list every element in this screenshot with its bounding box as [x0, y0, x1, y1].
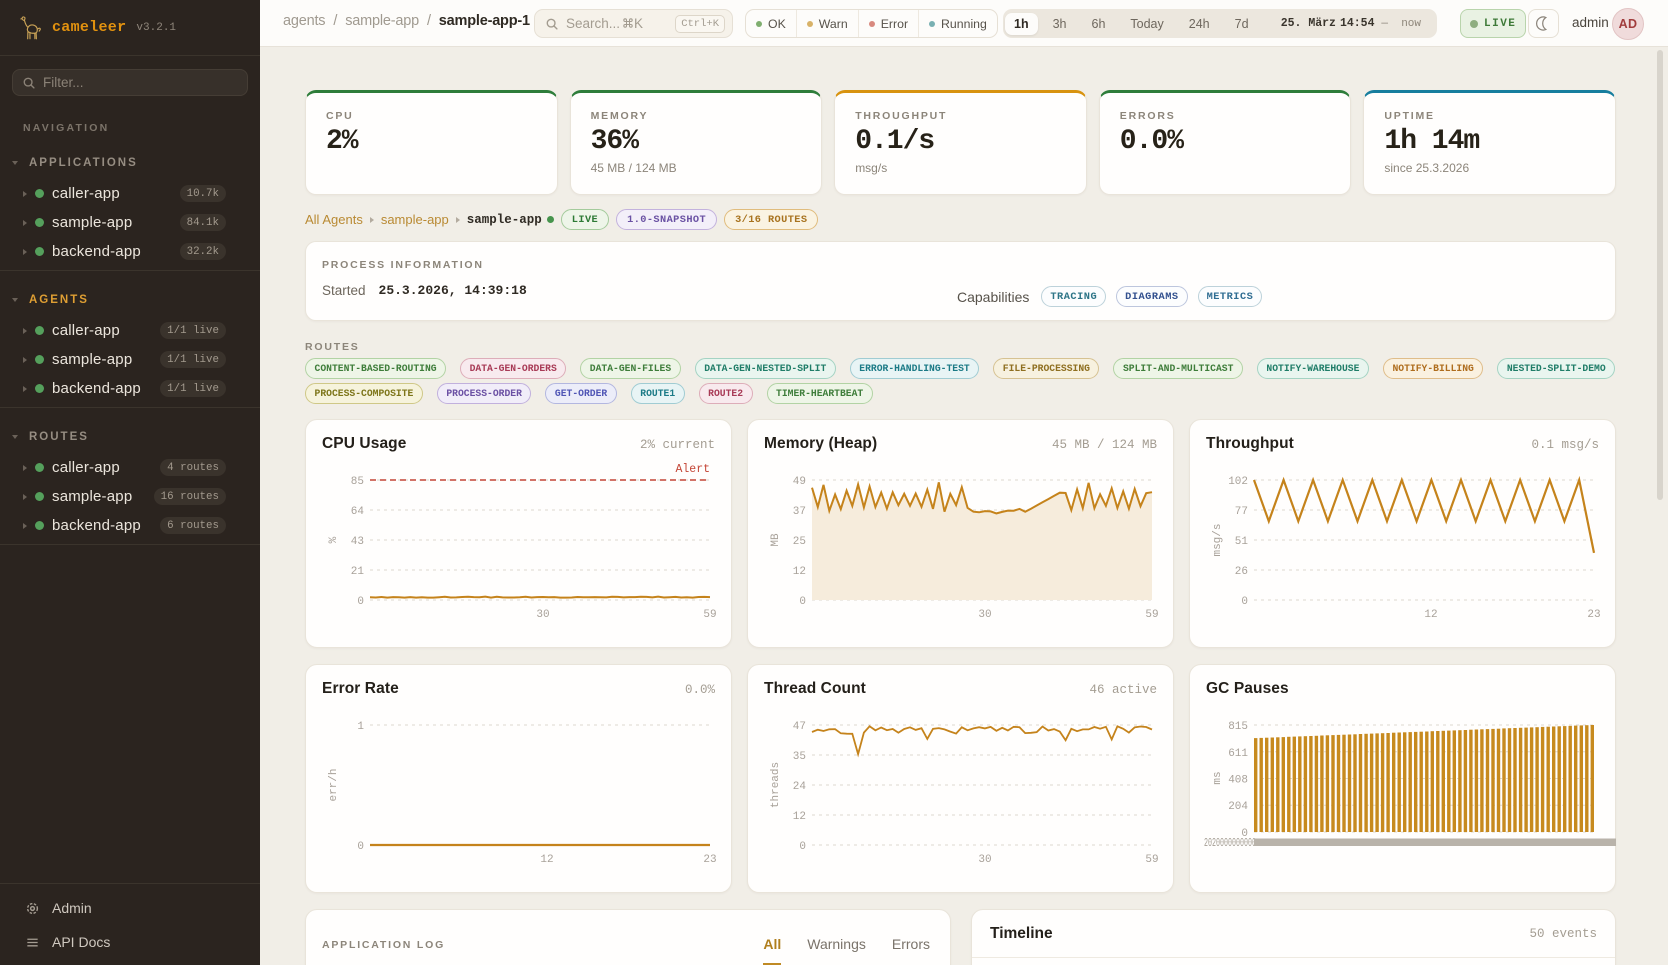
svg-text:0: 0: [799, 596, 806, 608]
svg-text:611: 611: [1228, 748, 1248, 760]
svg-text:0: 0: [357, 596, 364, 608]
svg-text:12: 12: [793, 811, 806, 823]
svg-text:ms: ms: [1212, 771, 1224, 784]
svg-text:77: 77: [1235, 506, 1248, 518]
svg-text:MB: MB: [770, 533, 782, 547]
svg-text:0: 0: [1241, 828, 1248, 840]
svg-text:24: 24: [793, 781, 807, 793]
svg-text:815: 815: [1228, 721, 1248, 733]
svg-text:30: 30: [536, 609, 549, 621]
svg-text:64: 64: [351, 506, 365, 518]
svg-text:35: 35: [793, 751, 806, 763]
svg-text:0: 0: [357, 841, 364, 853]
svg-text:59: 59: [1145, 609, 1158, 621]
svg-text:1: 1: [357, 721, 364, 733]
svg-text:err/h: err/h: [328, 768, 340, 801]
svg-text:30: 30: [978, 609, 991, 621]
svg-text:23: 23: [1587, 609, 1600, 621]
svg-text:59: 59: [1145, 854, 1158, 866]
svg-text:26: 26: [1235, 566, 1248, 578]
svg-text:102: 102: [1228, 476, 1248, 488]
svg-text:msg/s: msg/s: [1212, 523, 1224, 556]
svg-text:47: 47: [793, 721, 806, 733]
svg-text:0: 0: [1241, 596, 1248, 608]
svg-text:%: %: [328, 536, 340, 543]
svg-text:12: 12: [793, 566, 806, 578]
svg-text:204: 204: [1228, 801, 1248, 813]
svg-text:85: 85: [351, 476, 364, 488]
svg-text:12: 12: [540, 854, 553, 866]
svg-text:0: 0: [799, 841, 806, 853]
svg-text:Alert: Alert: [675, 463, 710, 476]
svg-text:30: 30: [978, 854, 991, 866]
svg-text:12: 12: [1424, 609, 1437, 621]
svg-text:408: 408: [1228, 775, 1248, 787]
svg-text:51: 51: [1235, 536, 1249, 548]
svg-text:threads: threads: [770, 762, 782, 808]
svg-text:21: 21: [351, 566, 365, 578]
svg-text:2020000000000: 2020000000000: [1204, 837, 1256, 850]
svg-text:23: 23: [703, 854, 716, 866]
svg-text:59: 59: [703, 609, 716, 621]
svg-text:25: 25: [793, 536, 806, 548]
svg-text:43: 43: [351, 536, 364, 548]
svg-text:49: 49: [793, 476, 806, 488]
svg-text:37: 37: [793, 506, 806, 518]
